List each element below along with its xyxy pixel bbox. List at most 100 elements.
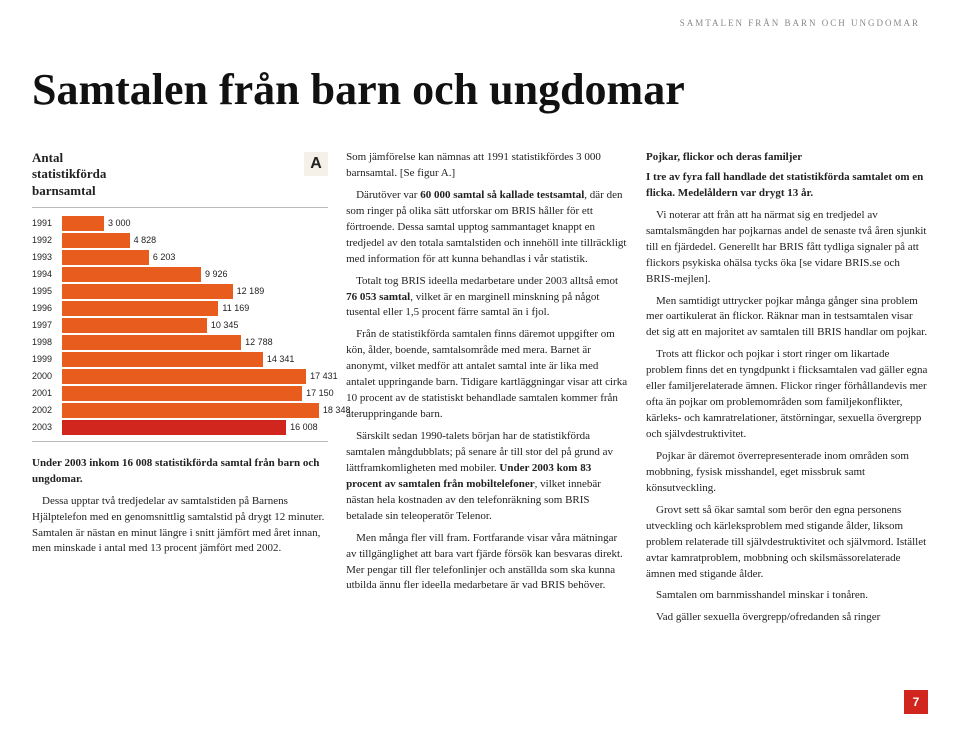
col3-p5: Pojkar är däremot överrepresenterade ino… [646,449,928,497]
col1-p2: Dessa upptar två tredjedelar av samtalst… [32,494,328,558]
bar-year: 1993 [32,251,62,264]
col2-p2a: Därutöver var [356,189,420,201]
column-1: Antal statistikförda barnsamtal A 19913 … [32,150,328,702]
bar-year: 1999 [32,353,62,366]
content-columns: Antal statistikförda barnsamtal A 19913 … [32,150,928,702]
bar-row-2000: 200017 431 [32,369,328,384]
column-2: Som jämförelse kan nämnas att 1991 stati… [346,150,628,702]
bar-fill: 9 926 [62,267,201,282]
bar-row-2002: 200218 348 [32,403,328,418]
col2-p6: Men många fler vill fram. Fortfarande vi… [346,531,628,595]
bar-value-label: 17 431 [310,369,338,384]
bar-track: 17 431 [62,369,328,384]
bar-year: 1997 [32,319,62,332]
bar-value-label: 12 189 [237,284,265,299]
bar-row-1996: 199611 169 [32,301,328,316]
bar-value-label: 11 169 [222,301,249,316]
bar-track: 16 008 [62,420,328,435]
chart-title-line1: Antal [32,150,63,165]
chart-title: Antal statistikförda barnsamtal A [32,150,328,199]
col3-p6: Grovt sett så ökar samtal som berör den … [646,503,928,583]
bar-track: 11 169 [62,301,328,316]
chart-title-line2: statistikförda [32,166,106,181]
col3-p8: Vad gäller sexuella övergrepp/ofredanden… [646,610,928,626]
bar-year: 1991 [32,217,62,230]
col2-p2b: 60 000 samtal så kallade testsamtal [420,189,584,201]
bar-fill: 4 828 [62,233,130,248]
chart-A: Antal statistikförda barnsamtal A 19913 … [32,150,328,442]
bar-year: 2001 [32,387,62,400]
bar-track: 4 828 [62,233,328,248]
col2-p5: Särskilt sedan 1990-talets början har de… [346,429,628,525]
bar-track: 14 341 [62,352,328,367]
bar-fill: 10 345 [62,318,207,333]
bar-year: 1992 [32,234,62,247]
bar-track: 6 203 [62,250,328,265]
bar-value-label: 17 150 [306,386,334,401]
col2-p3a: Totalt tog BRIS ideella medarbetare unde… [356,275,618,287]
bar-track: 18 348 [62,403,328,418]
bar-track: 17 150 [62,386,328,401]
chart-title-line3: barnsamtal [32,183,96,198]
bar-row-1997: 199710 345 [32,318,328,333]
bar-value-label: 6 203 [153,250,176,265]
col3-subhead: Pojkar, flickor och deras familjer [646,150,928,166]
col3-p7: Samtalen om barnmisshandel minskar i ton… [646,588,928,604]
page-number: 7 [904,690,928,714]
bar-row-1994: 19949 926 [32,267,328,282]
bar-row-2001: 200117 150 [32,386,328,401]
bar-track: 10 345 [62,318,328,333]
page-title: Samtalen från barn och ungdomar [32,64,685,115]
bar-year: 2003 [32,421,62,434]
bar-value-label: 10 345 [211,318,239,333]
col3-p1: I tre av fyra fall handlade det statisti… [646,170,928,202]
bar-year: 2000 [32,370,62,383]
bar-track: 12 189 [62,284,328,299]
bar-row-1999: 199914 341 [32,352,328,367]
chart-rule-top [32,207,328,208]
bar-year: 1994 [32,268,62,281]
bar-year: 1995 [32,285,62,298]
bar-track: 12 788 [62,335,328,350]
col3-p2: Vi noterar att från att ha närmat sig en… [646,208,928,288]
bar-fill: 17 431 [62,369,306,384]
bar-year: 1998 [32,336,62,349]
bar-track: 3 000 [62,216,328,231]
bar-value-label: 14 341 [267,352,295,367]
bar-value-label: 4 828 [134,233,157,248]
bar-fill: 12 189 [62,284,233,299]
bar-fill: 17 150 [62,386,302,401]
col2-p2: Därutöver var 60 000 samtal så kallade t… [346,188,628,268]
col2-p4: Från de statistikförda samtalen finns dä… [346,327,628,423]
bar-fill: 16 008 [62,420,286,435]
chart-rule-bottom [32,441,328,442]
chart-letter: A [304,152,328,176]
bar-fill: 12 788 [62,335,241,350]
bar-fill: 14 341 [62,352,263,367]
bar-fill: 6 203 [62,250,149,265]
bar-value-label: 9 926 [205,267,228,282]
bar-value-label: 12 788 [245,335,273,350]
bar-fill: 3 000 [62,216,104,231]
col3-p3: Men samtidigt uttrycker pojkar många gån… [646,294,928,342]
bar-row-1995: 199512 189 [32,284,328,299]
bar-track: 9 926 [62,267,328,282]
bar-value-label: 16 008 [290,420,318,435]
col2-p3b: 76 053 samtal [346,291,410,303]
col3-p4: Trots att flickor och pojkar i stort rin… [646,347,928,443]
bar-row-1991: 19913 000 [32,216,328,231]
bar-value-label: 18 348 [323,403,351,418]
bar-year: 1996 [32,302,62,315]
column-3: Pojkar, flickor och deras familjer I tre… [646,150,928,702]
bar-row-2003: 200316 008 [32,420,328,435]
bar-row-1992: 19924 828 [32,233,328,248]
bar-value-label: 3 000 [108,216,131,231]
bar-row-1998: 199812 788 [32,335,328,350]
col2-p3: Totalt tog BRIS ideella medarbetare unde… [346,274,628,322]
col2-p1: Som jämförelse kan nämnas att 1991 stati… [346,150,628,182]
running-header: SAMTALEN FRÅN BARN OCH UNGDOMAR [680,18,920,28]
chart-bars: 19913 00019924 82819936 20319949 9261995… [32,216,328,435]
bar-year: 2002 [32,404,62,417]
col1-p1: Under 2003 inkom 16 008 statistikförda s… [32,456,328,488]
bar-fill: 11 169 [62,301,218,316]
